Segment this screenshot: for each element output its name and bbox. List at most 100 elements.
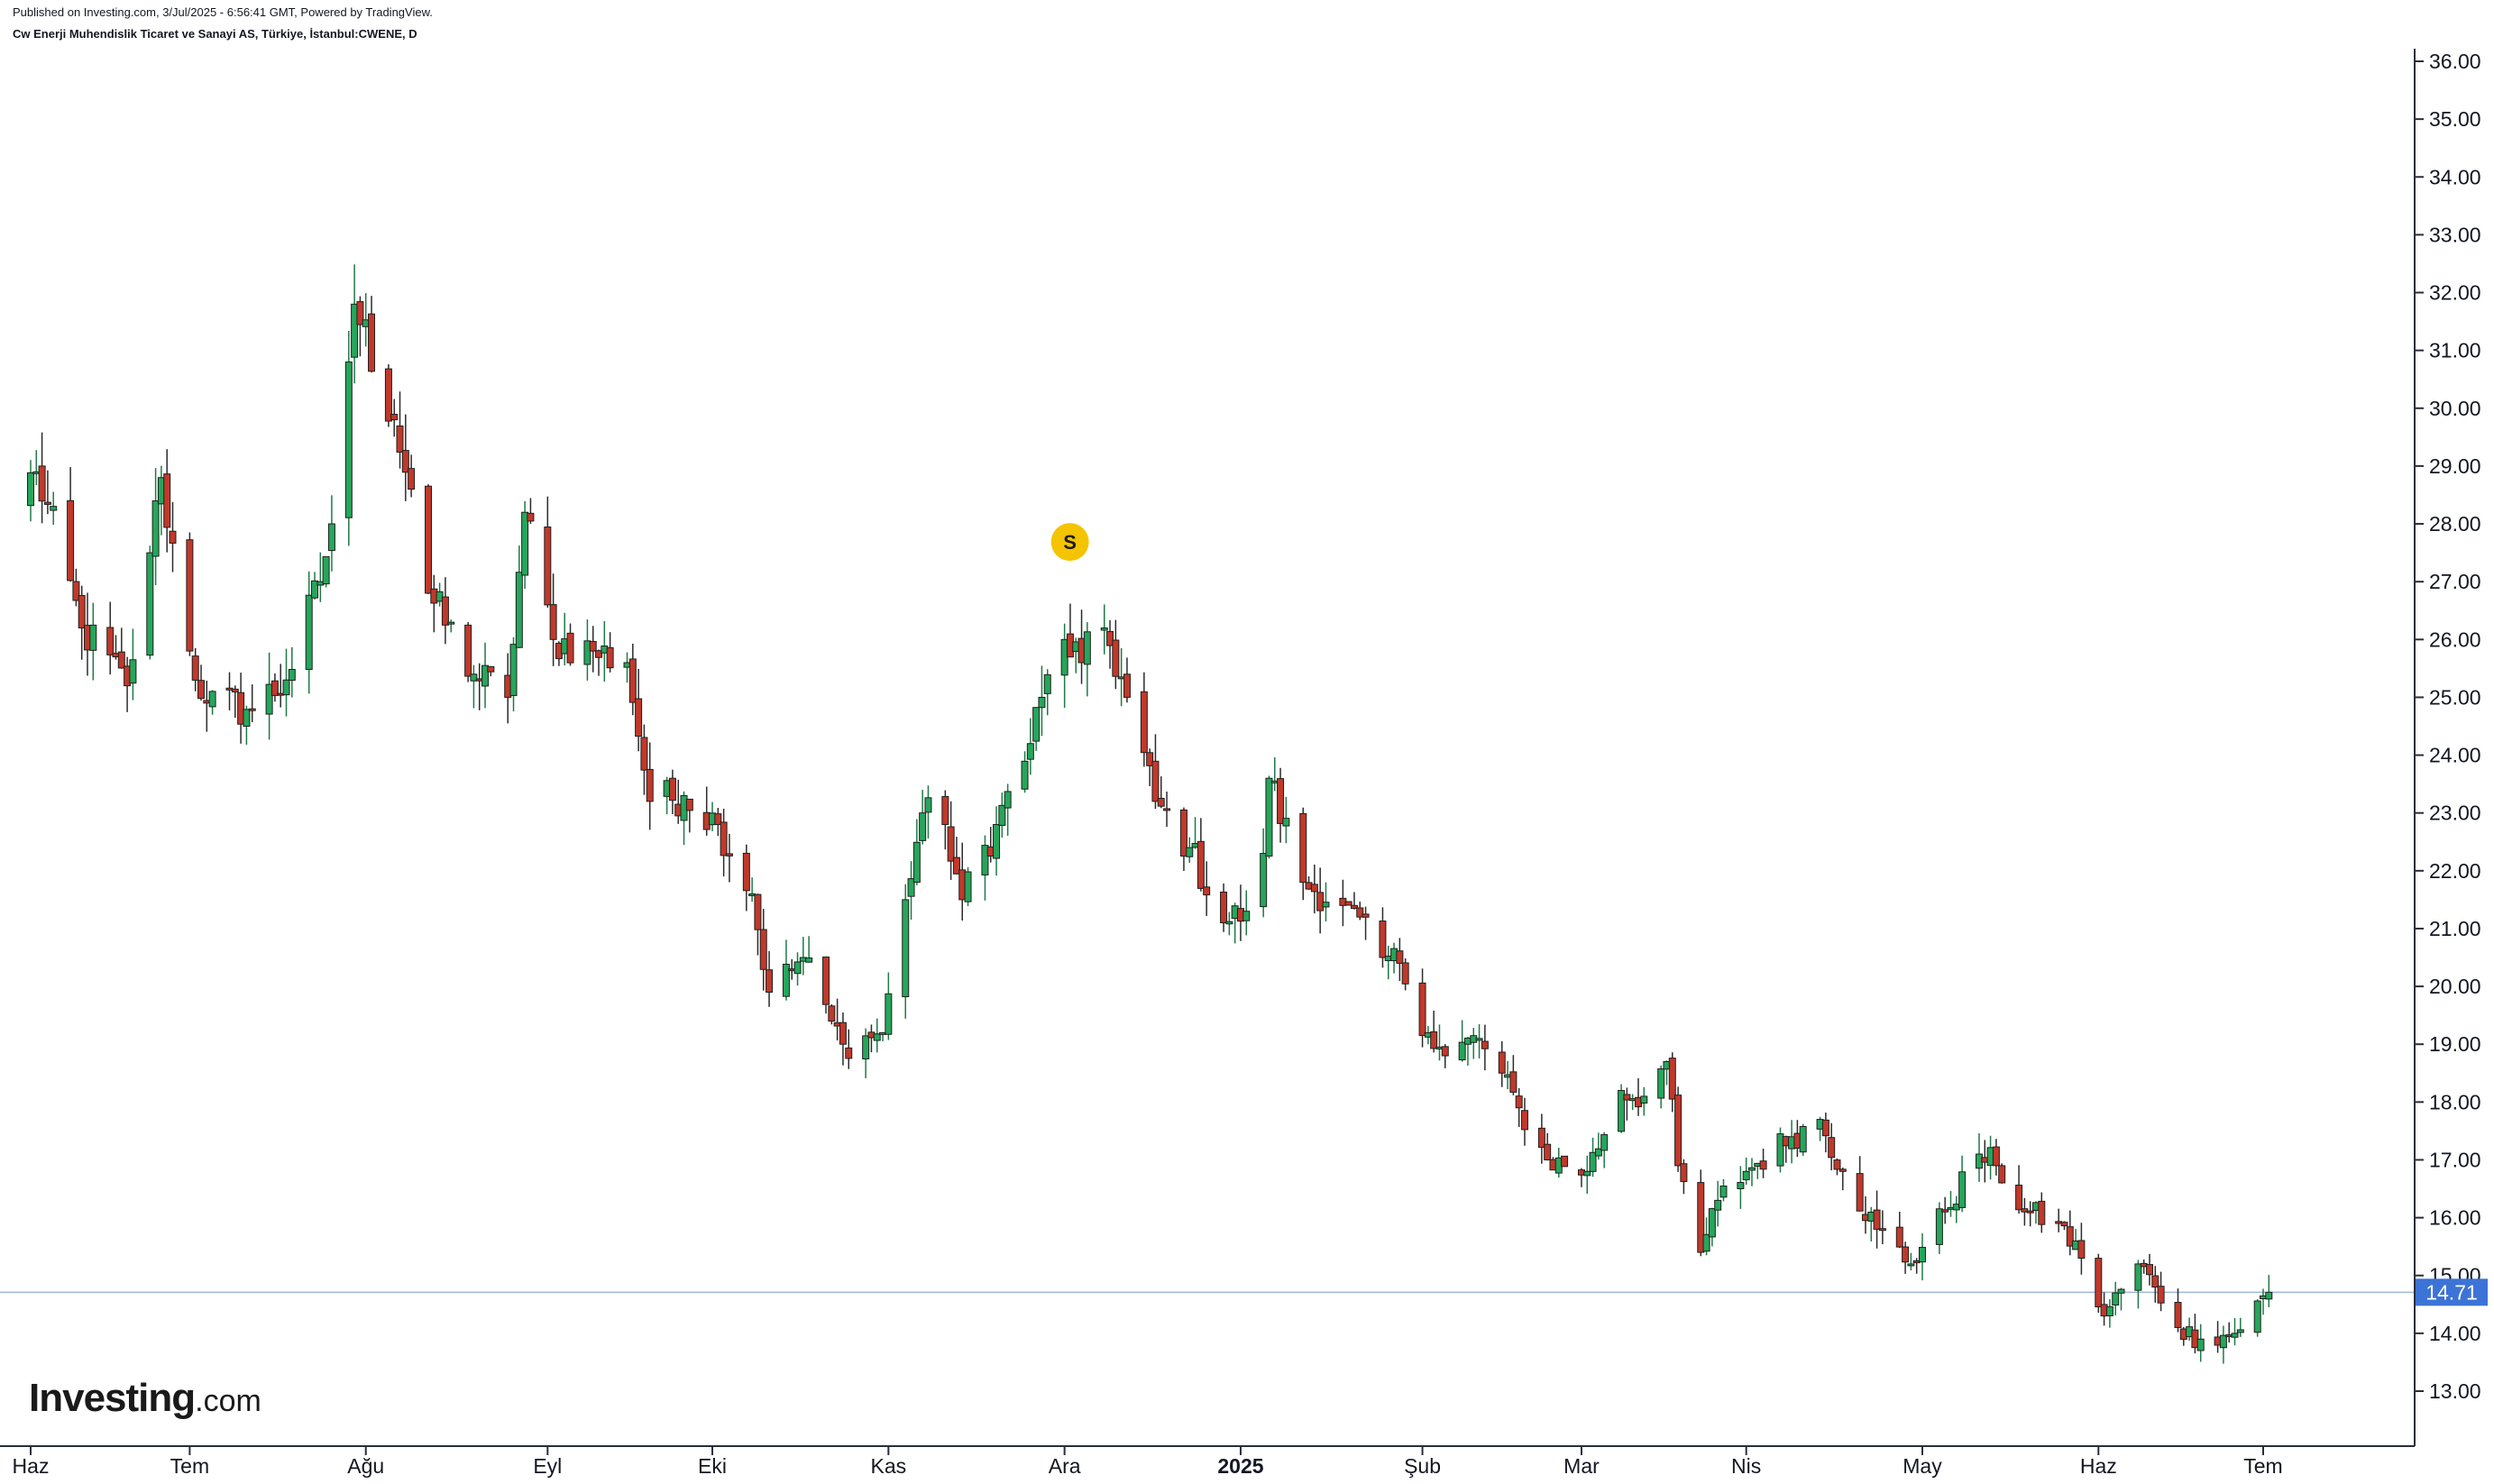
candle-body <box>1799 1125 1807 1153</box>
candle <box>1043 669 1051 716</box>
x-tick-label: Mar <box>1563 1454 1600 1478</box>
y-tick-label: 28.00 <box>2429 512 2481 536</box>
candle-body <box>1186 847 1194 857</box>
candle <box>2134 1260 2142 1309</box>
candle-body <box>1742 1170 1750 1181</box>
candle-body <box>1708 1208 1716 1238</box>
candle <box>1441 1044 1449 1068</box>
candle <box>1668 1052 1676 1113</box>
y-tick-label: 18.00 <box>2429 1090 2481 1113</box>
candle <box>544 496 552 608</box>
candle-body <box>845 1047 853 1059</box>
candle-body <box>595 650 603 658</box>
candle-body <box>1747 1167 1756 1171</box>
candle <box>487 665 495 677</box>
candle <box>38 432 46 524</box>
candle-body <box>1151 760 1160 802</box>
candle-body <box>327 523 335 552</box>
y-tick-label: 17.00 <box>2429 1148 2481 1171</box>
candle-body <box>725 853 733 857</box>
candle-body <box>1344 901 1352 906</box>
candle-body <box>265 683 273 715</box>
candle <box>396 391 404 469</box>
candle-body <box>885 993 893 1035</box>
candle-body <box>2151 1275 2159 1288</box>
candle <box>993 806 1001 876</box>
investing-logo[interactable]: Investing.com <box>29 1376 261 1421</box>
candle <box>1742 1158 1750 1186</box>
candle-body <box>1657 1068 1665 1099</box>
candle <box>902 884 910 1019</box>
candle <box>368 296 376 373</box>
candle-body <box>1225 921 1233 925</box>
candle <box>1935 1202 1943 1254</box>
candle <box>1100 604 1108 655</box>
candle <box>1657 1065 1665 1109</box>
candle-body <box>2060 1222 2068 1227</box>
candle <box>384 364 392 427</box>
published-note: Published on Investing.com, 3/Jul/2025 -… <box>13 5 433 19</box>
candle-body <box>2265 1291 2273 1300</box>
y-tick-label: 36.00 <box>2429 50 2481 73</box>
candle <box>1697 1169 1705 1257</box>
candle-body <box>1265 777 1273 857</box>
candle-body <box>1702 1233 1710 1252</box>
candle <box>408 454 416 498</box>
candle <box>595 649 603 676</box>
candle-body <box>1600 1134 1609 1151</box>
candle-body <box>396 425 404 453</box>
candle-body <box>390 414 399 421</box>
candle-body <box>902 899 910 998</box>
candle <box>1515 1087 1523 1128</box>
candle-body <box>2015 1184 2023 1211</box>
candle-body <box>1958 1171 1967 1208</box>
candle-body <box>248 708 256 711</box>
candle <box>1481 1024 1489 1071</box>
candle <box>947 801 955 880</box>
candle <box>1856 1156 1864 1212</box>
candle-body <box>1401 962 1409 985</box>
candle-body <box>993 824 1001 859</box>
candle <box>1344 901 1352 906</box>
candle-body <box>487 665 495 673</box>
candle-body <box>1895 1226 1903 1248</box>
candle <box>1123 657 1131 703</box>
candle <box>583 619 591 681</box>
candle-body <box>766 969 774 993</box>
candle-body <box>50 506 58 511</box>
candle <box>1186 837 1194 863</box>
candle <box>231 685 239 719</box>
logo-brand: Investing <box>29 1376 196 1420</box>
candle <box>1026 718 1034 775</box>
candle-body <box>941 796 949 826</box>
y-tick-label: 19.00 <box>2429 1032 2481 1056</box>
candle-body <box>1918 1247 1926 1263</box>
candle-body <box>2066 1226 2074 1247</box>
candle <box>1719 1178 1728 1202</box>
candle <box>265 652 273 740</box>
candle <box>1350 892 1358 910</box>
candle-body <box>191 655 199 681</box>
candle <box>447 619 455 633</box>
candle-body <box>186 539 194 652</box>
candle <box>919 790 927 845</box>
candle-body <box>606 646 614 669</box>
candle <box>1674 1086 1683 1172</box>
candle <box>464 622 472 682</box>
candle <box>2265 1275 2273 1307</box>
x-tick-label: Tem <box>170 1454 209 1478</box>
candle <box>839 1012 847 1066</box>
candle-body <box>720 821 728 857</box>
candle <box>793 952 802 986</box>
candle-body <box>2134 1263 2142 1291</box>
candle-body <box>873 1033 881 1041</box>
y-tick-label: 29.00 <box>2429 454 2481 478</box>
candle-body <box>1396 950 1404 964</box>
candle <box>311 572 319 600</box>
candle-body <box>1941 1209 1949 1213</box>
candle-body <box>106 627 115 655</box>
candle-body <box>27 472 34 507</box>
candle-body <box>1322 902 1330 908</box>
candle <box>924 785 932 839</box>
